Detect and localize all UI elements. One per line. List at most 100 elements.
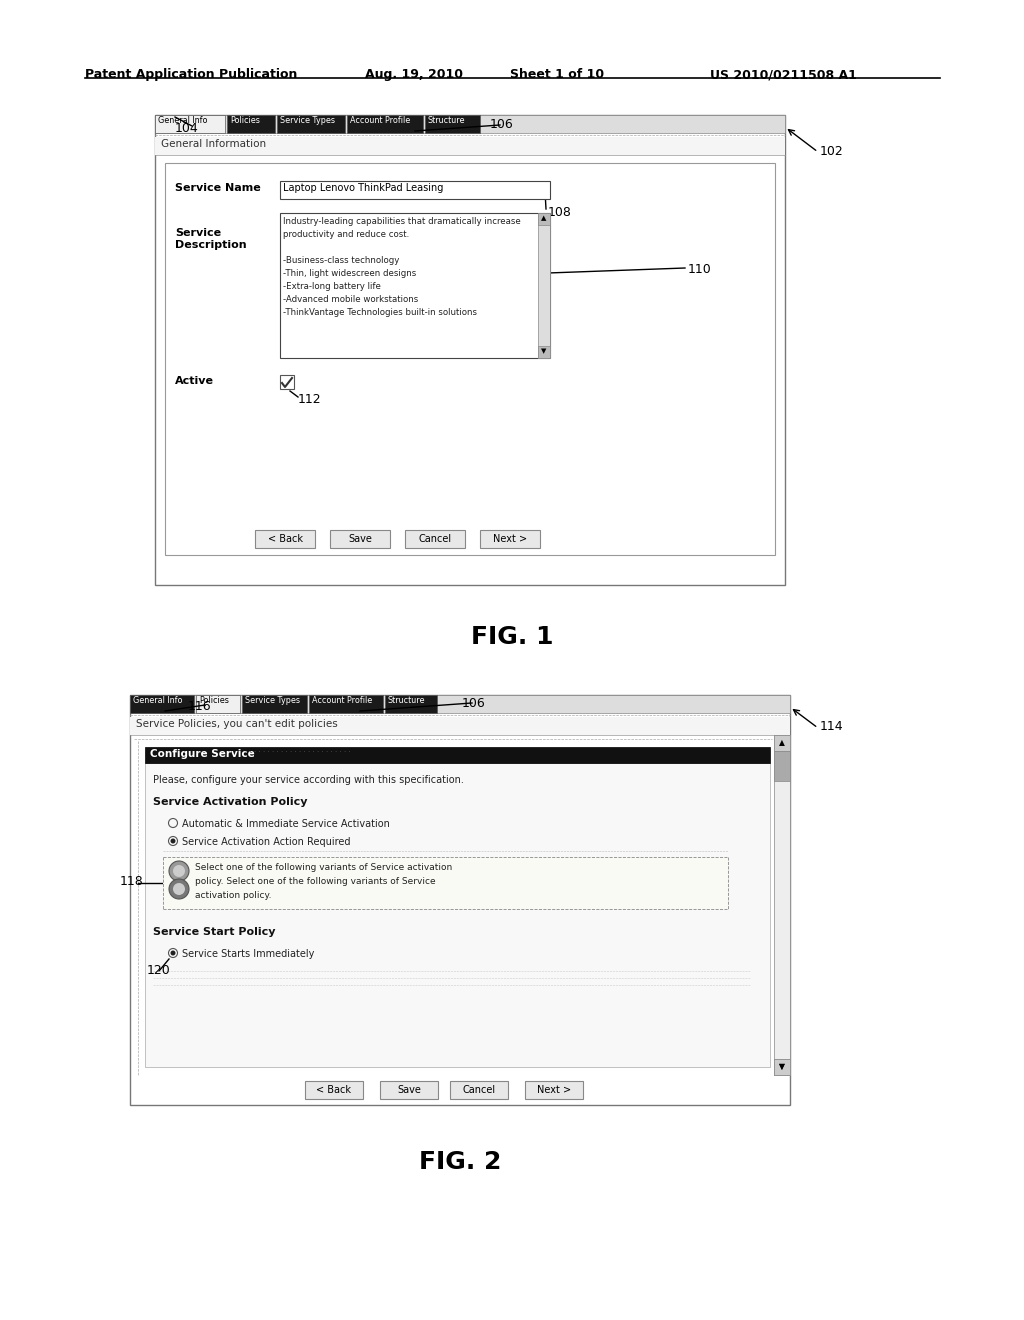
Text: General Information: General Information (161, 139, 266, 149)
Text: Select one of the following variants of Service activation: Select one of the following variants of … (195, 863, 453, 873)
Bar (425, 115, 480, 133)
Text: 106: 106 (462, 697, 485, 710)
Text: Policies: Policies (230, 116, 260, 125)
Text: productivity and reduce cost.: productivity and reduce cost. (283, 230, 410, 239)
Text: < Back: < Back (267, 535, 302, 544)
Text: Service Types: Service Types (280, 116, 335, 125)
Bar (155, 115, 785, 585)
Bar (305, 1081, 362, 1100)
Circle shape (169, 861, 189, 880)
Text: 116: 116 (188, 700, 212, 713)
Text: ▼: ▼ (779, 1063, 785, 1071)
Text: -Business-class technology: -Business-class technology (283, 256, 399, 265)
Bar (196, 696, 240, 713)
Bar (538, 213, 550, 224)
Text: ▼: ▼ (779, 1063, 785, 1071)
Text: 102: 102 (820, 145, 844, 158)
Text: Account Profile: Account Profile (350, 116, 411, 125)
Bar (774, 735, 790, 751)
Bar (480, 531, 540, 548)
Text: Next >: Next > (537, 1085, 571, 1096)
Bar (130, 696, 790, 1105)
Circle shape (171, 950, 175, 956)
Bar (255, 531, 315, 548)
Bar (774, 1059, 790, 1074)
Text: policy. Select one of the following variants of Service: policy. Select one of the following vari… (195, 876, 435, 886)
Bar (155, 115, 225, 133)
Circle shape (169, 879, 189, 899)
Bar (130, 717, 790, 735)
Circle shape (173, 865, 185, 876)
Bar (165, 162, 775, 554)
Text: Automatic & Immediate Service Activation: Automatic & Immediate Service Activation (182, 818, 390, 829)
Text: Configure Service: Configure Service (150, 748, 255, 759)
Text: Sheet 1 of 10: Sheet 1 of 10 (510, 69, 604, 81)
Text: Next >: Next > (493, 535, 527, 544)
Text: 110: 110 (688, 263, 712, 276)
Text: 114: 114 (820, 719, 844, 733)
Bar (406, 531, 465, 548)
Text: FIG. 1: FIG. 1 (471, 624, 553, 649)
Text: Structure: Structure (428, 116, 466, 125)
Text: 112: 112 (298, 393, 322, 407)
Text: ▲: ▲ (542, 215, 547, 220)
Text: Service
Description: Service Description (175, 228, 247, 249)
Bar (538, 213, 550, 358)
Text: Patent Application Publication: Patent Application Publication (85, 69, 297, 81)
Bar (330, 531, 390, 548)
Text: FIG. 2: FIG. 2 (419, 1150, 501, 1173)
Bar (155, 115, 785, 133)
Circle shape (171, 838, 175, 843)
Text: Service Types: Service Types (245, 696, 300, 705)
Text: Structure: Structure (388, 696, 426, 705)
Text: Service Activation Action Required: Service Activation Action Required (182, 837, 350, 847)
Text: Service Starts Immediately: Service Starts Immediately (182, 949, 314, 960)
Bar (347, 115, 423, 133)
Circle shape (173, 883, 185, 895)
Text: Active: Active (175, 376, 214, 385)
Text: Save: Save (348, 535, 372, 544)
Bar (280, 213, 550, 358)
Text: ▼: ▼ (542, 348, 547, 354)
Text: ▲: ▲ (779, 738, 785, 747)
Bar (227, 115, 275, 133)
Bar (145, 763, 770, 1067)
Bar (280, 375, 294, 389)
Bar (278, 115, 345, 133)
Bar (130, 696, 194, 713)
Bar (774, 751, 790, 781)
Text: -Thin, light widescreen designs: -Thin, light widescreen designs (283, 269, 416, 279)
Bar (525, 1081, 583, 1100)
Text: General Info: General Info (133, 696, 182, 705)
Text: Save: Save (397, 1085, 421, 1096)
Text: Aug. 19, 2010: Aug. 19, 2010 (365, 69, 463, 81)
Bar (774, 735, 790, 1074)
Bar (538, 346, 550, 358)
Bar (163, 857, 728, 909)
Text: Cancel: Cancel (419, 535, 452, 544)
Bar (774, 1059, 790, 1074)
Text: < Back: < Back (316, 1085, 351, 1096)
Text: General Info: General Info (158, 116, 208, 125)
Bar (242, 696, 307, 713)
Bar (309, 696, 383, 713)
Text: -Extra-long battery life: -Extra-long battery life (283, 282, 381, 290)
Text: Please, configure your service according with this specification.: Please, configure your service according… (153, 775, 464, 785)
Text: Service Policies, you can't edit policies: Service Policies, you can't edit policie… (136, 719, 338, 729)
Bar (130, 696, 790, 713)
Text: 120: 120 (147, 964, 171, 977)
Text: Cancel: Cancel (463, 1085, 496, 1096)
Text: Laptop Lenovo ThinkPad Leasing: Laptop Lenovo ThinkPad Leasing (283, 183, 443, 193)
Text: Service Activation Policy: Service Activation Policy (153, 797, 307, 807)
Bar (380, 1081, 438, 1100)
Bar (155, 137, 785, 154)
Text: -ThinkVantage Technologies built-in solutions: -ThinkVantage Technologies built-in solu… (283, 308, 477, 317)
Text: Industry-leading capabilities that dramatically increase: Industry-leading capabilities that drama… (283, 216, 521, 226)
Bar (145, 747, 770, 763)
Text: 104: 104 (175, 121, 199, 135)
Text: 118: 118 (120, 875, 143, 888)
Text: Service Start Policy: Service Start Policy (153, 927, 275, 937)
Bar (385, 696, 437, 713)
Text: Policies: Policies (199, 696, 229, 705)
Text: · · · · · · · · · · · · · · · · · · · · · · · ·: · · · · · · · · · · · · · · · · · · · · … (245, 748, 351, 755)
